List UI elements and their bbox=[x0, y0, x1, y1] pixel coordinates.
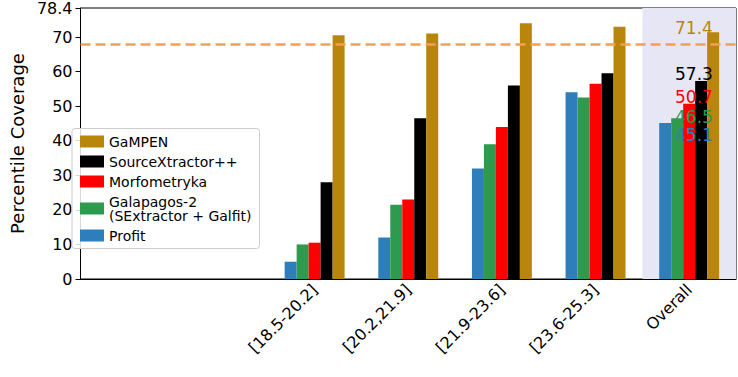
svg-text:78.4: 78.4 bbox=[37, 0, 73, 18]
svg-text:10: 10 bbox=[52, 235, 72, 254]
svg-text:45.1: 45.1 bbox=[675, 125, 713, 145]
svg-text:Morfometryka: Morfometryka bbox=[109, 174, 207, 190]
svg-text:50.7: 50.7 bbox=[675, 87, 713, 107]
svg-text:50: 50 bbox=[52, 97, 72, 116]
svg-text:[18.5-20.2]: [18.5-20.2] bbox=[245, 280, 322, 357]
svg-text:Percentile Coverage: Percentile Coverage bbox=[7, 53, 28, 234]
svg-text:Overall: Overall bbox=[642, 280, 696, 334]
svg-text:30: 30 bbox=[52, 166, 72, 185]
svg-text:70: 70 bbox=[52, 28, 72, 47]
svg-text:40: 40 bbox=[52, 131, 72, 150]
svg-text:[20.2,21.9]: [20.2,21.9] bbox=[339, 280, 415, 356]
svg-text:71.4: 71.4 bbox=[675, 18, 713, 38]
svg-text:(SExtractor + Galfit): (SExtractor + Galfit) bbox=[109, 208, 252, 224]
svg-text:60: 60 bbox=[52, 62, 72, 81]
svg-text:46.5: 46.5 bbox=[675, 107, 713, 127]
svg-text:[21.9-23.6]: [21.9-23.6] bbox=[432, 280, 509, 357]
svg-text:Galapagos-2: Galapagos-2 bbox=[109, 193, 198, 210]
svg-text:Profit: Profit bbox=[109, 228, 146, 244]
svg-text:[23.6-25.3]: [23.6-25.3] bbox=[526, 280, 603, 357]
svg-text:0: 0 bbox=[62, 270, 72, 289]
svg-text:GaMPEN: GaMPEN bbox=[109, 134, 168, 150]
svg-text:SourceXtractor++: SourceXtractor++ bbox=[109, 154, 237, 170]
svg-text:20: 20 bbox=[52, 200, 72, 219]
svg-text:57.3: 57.3 bbox=[675, 64, 713, 84]
